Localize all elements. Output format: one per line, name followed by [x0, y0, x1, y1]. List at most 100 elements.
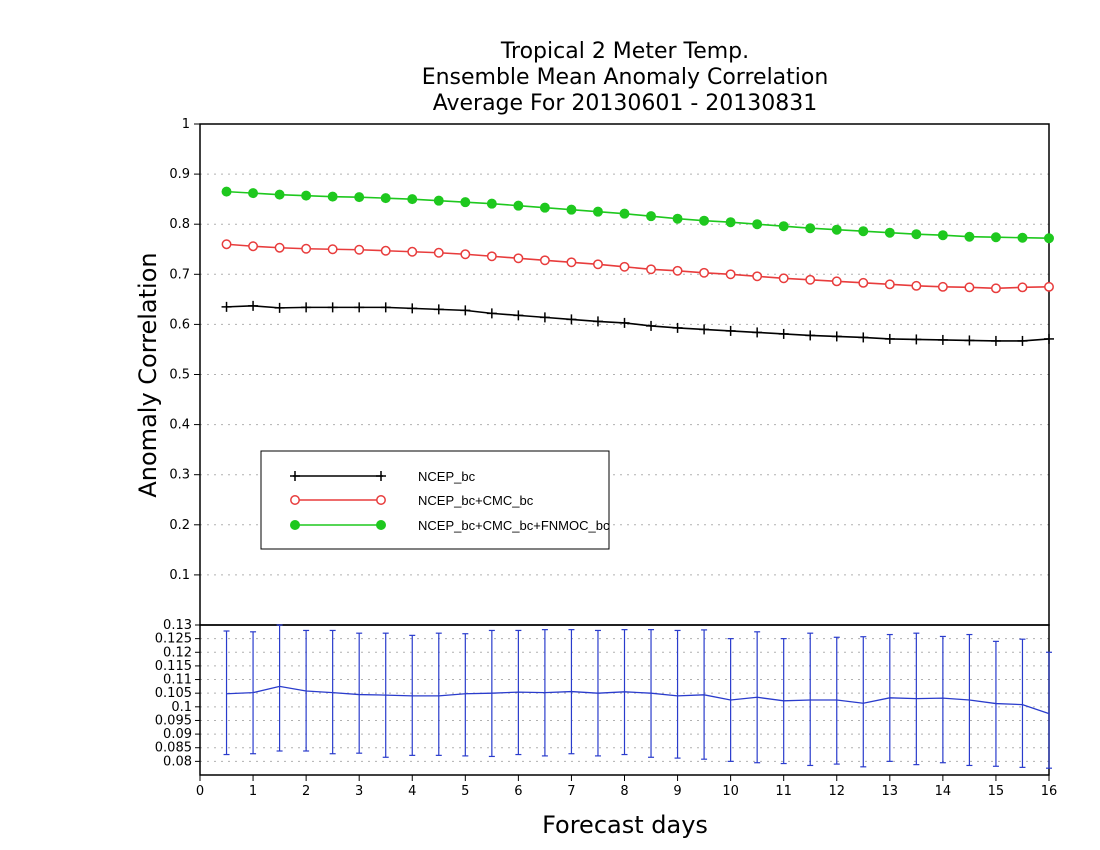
- sub-y-tick-label: 0.1: [171, 700, 192, 715]
- data-point: [937, 334, 948, 345]
- error-bar: [860, 636, 867, 768]
- data-point: [460, 305, 471, 316]
- x-tick-label: 7: [567, 784, 575, 799]
- data-point: [433, 247, 444, 258]
- x-tick-label: 6: [514, 784, 522, 799]
- legend-marker: [376, 471, 386, 481]
- main-y-tick-label: 0.7: [169, 267, 190, 282]
- sub-y-tick-label: 0.09: [163, 727, 192, 742]
- chart-title-line-2: Ensemble Mean Anomaly Correlation: [422, 65, 829, 90]
- data-point: [964, 282, 975, 293]
- sub-y-tick-label: 0.115: [155, 659, 192, 674]
- legend-marker: [290, 520, 300, 530]
- data-point: [831, 224, 842, 235]
- data-point: [221, 186, 232, 197]
- errorbar-layer: [223, 624, 1052, 769]
- data-point: [1017, 232, 1028, 243]
- sub-y-tick-label: 0.13: [163, 618, 192, 633]
- data-point: [513, 310, 524, 321]
- error-bar: [356, 632, 363, 754]
- error-bar: [435, 632, 442, 756]
- x-tick-label: 13: [882, 784, 899, 799]
- error-bar: [223, 630, 230, 756]
- data-point: [380, 193, 391, 204]
- series-line: [226, 243, 1050, 290]
- main-y-tick-label: 0.2: [169, 518, 190, 533]
- data-point: [646, 264, 656, 275]
- x-tick-label: 3: [355, 784, 363, 799]
- data-point: [274, 189, 285, 200]
- x-tick-label: 12: [828, 784, 845, 799]
- data-point: [354, 302, 365, 313]
- data-point: [778, 273, 789, 284]
- data-point: [858, 332, 869, 343]
- data-point: [301, 243, 312, 254]
- data-point: [805, 274, 816, 285]
- data-point: [699, 267, 710, 278]
- data-point: [964, 231, 975, 242]
- data-point: [646, 320, 657, 331]
- legend-marker: [376, 495, 386, 505]
- error-bar: [1046, 651, 1052, 769]
- data-point: [327, 191, 338, 202]
- data-point: [539, 312, 550, 323]
- error-bar: [462, 633, 469, 757]
- data-point: [592, 316, 603, 327]
- legend: NCEP_bc NCEP_bc+CMC_bc NCEP_bc+CMC_bc+FNMO…: [260, 450, 610, 550]
- data-point: [566, 257, 577, 268]
- chart-title-line-3: Average For 20130601 - 20130831: [433, 91, 818, 116]
- error-bar: [1019, 638, 1026, 768]
- data-point: [911, 229, 922, 240]
- data-point: [884, 279, 895, 290]
- x-tick-label: 15: [988, 784, 1005, 799]
- data-point: [593, 259, 603, 270]
- data-point: [566, 204, 577, 215]
- error-bar: [807, 632, 814, 767]
- main-y-tick-label: 0.4: [169, 418, 190, 433]
- data-point: [831, 331, 842, 342]
- data-point: [433, 304, 444, 315]
- x-tick-label: 2: [302, 784, 310, 799]
- data-point: [699, 324, 710, 335]
- data-point: [274, 302, 285, 313]
- data-point: [619, 317, 630, 328]
- data-point: [725, 325, 736, 336]
- data-point: [248, 241, 259, 252]
- error-bar: [674, 629, 681, 759]
- chart-title-line-1: Tropical 2 Meter Temp.: [500, 39, 749, 64]
- data-point: [699, 215, 710, 226]
- error-bar: [276, 624, 283, 752]
- series-line: [226, 305, 1050, 342]
- main-y-tick-label: 0.1: [169, 568, 190, 583]
- data-point: [407, 303, 418, 314]
- data-point: [725, 217, 736, 228]
- x-axis-title: Forecast days: [542, 811, 708, 839]
- main-y-tick-label: 0.3: [169, 468, 190, 483]
- data-point: [592, 206, 603, 217]
- data-point: [327, 302, 338, 313]
- data-point: [990, 335, 1001, 346]
- data-point: [221, 239, 232, 250]
- mean-difference-line: [226, 685, 1050, 715]
- x-tick-label: 16: [1041, 784, 1058, 799]
- data-point: [1044, 281, 1054, 292]
- y-axis-title: Anomaly Correlation: [134, 252, 162, 497]
- main-y-axis: 0.1 0.2 0.3 0.4 0.5 0.6 0.7 0.8 0.9 1: [169, 117, 200, 583]
- x-tick-label: 11: [775, 784, 792, 799]
- legend-label: NCEP_bc+CMC_bc+FNMOC_bc: [418, 518, 610, 533]
- data-point: [248, 300, 259, 311]
- data-point: [911, 280, 922, 291]
- data-point: [858, 277, 869, 288]
- data-point: [672, 213, 683, 224]
- series-line: [226, 190, 1050, 240]
- legend-marker: [290, 495, 300, 505]
- data-point: [884, 333, 895, 344]
- x-axis: 0 1 2 3 4 5 6 7 8 9 10 11 12 13 14 15 16: [196, 775, 1057, 799]
- data-point: [513, 200, 524, 211]
- data-point: [778, 328, 789, 339]
- sub-y-tick-label: 0.08: [163, 754, 192, 769]
- data-point: [964, 335, 975, 346]
- data-point: [354, 244, 365, 255]
- sub-y-tick-label: 0.105: [155, 686, 192, 701]
- data-point: [248, 188, 259, 199]
